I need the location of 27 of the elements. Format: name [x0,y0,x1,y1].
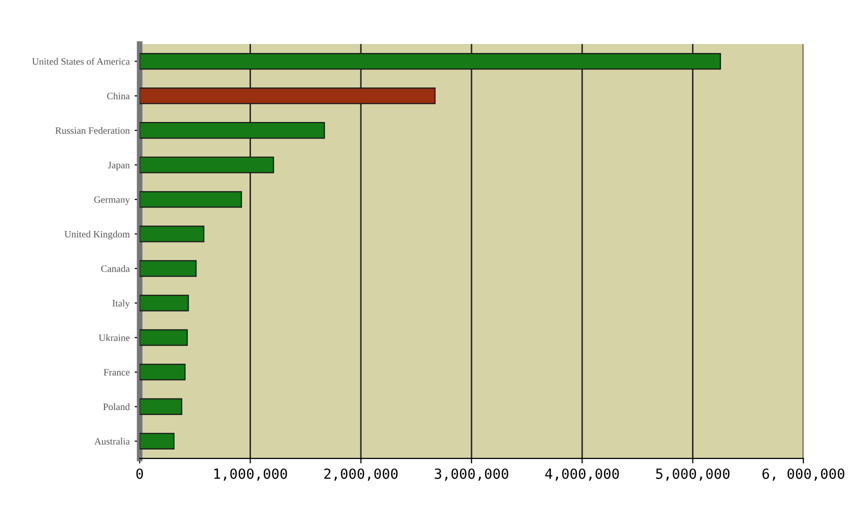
x-tick-label: 0 [136,468,143,479]
y-tick-label: France [104,369,130,376]
bar [140,398,182,415]
y-tick-label: Ukraine [98,334,130,342]
bar [140,329,188,346]
bar [140,191,242,208]
x-tick-label: 4,000,000 [545,468,619,481]
bar [140,432,174,450]
x-tick-label: 5,000,000 [656,468,730,481]
y-tick-label: Italy [112,300,130,308]
y-tick-label: China [107,92,130,100]
bar [140,364,186,380]
bar [140,260,197,277]
y-tick-label: Germany [94,196,130,205]
y-tick-label: Japan [108,162,130,170]
y-tick-label: United Kingdom [64,230,130,240]
y-tick-label: Poland [103,403,130,410]
x-tick-label: 6, 000,000 [762,468,844,481]
x-tick-label: 1,000,000 [214,468,287,481]
y-tick-label: United States of America [32,58,130,65]
bar [140,226,204,242]
y-tick-label: Australia [94,438,130,445]
y-tick-label: Canada [101,265,130,272]
x-tick-label: 3,000,000 [434,468,508,481]
x-tick-label: 2,000,000 [324,468,398,481]
y-tick-label: Russian Federation [55,126,130,134]
bar [140,294,189,312]
